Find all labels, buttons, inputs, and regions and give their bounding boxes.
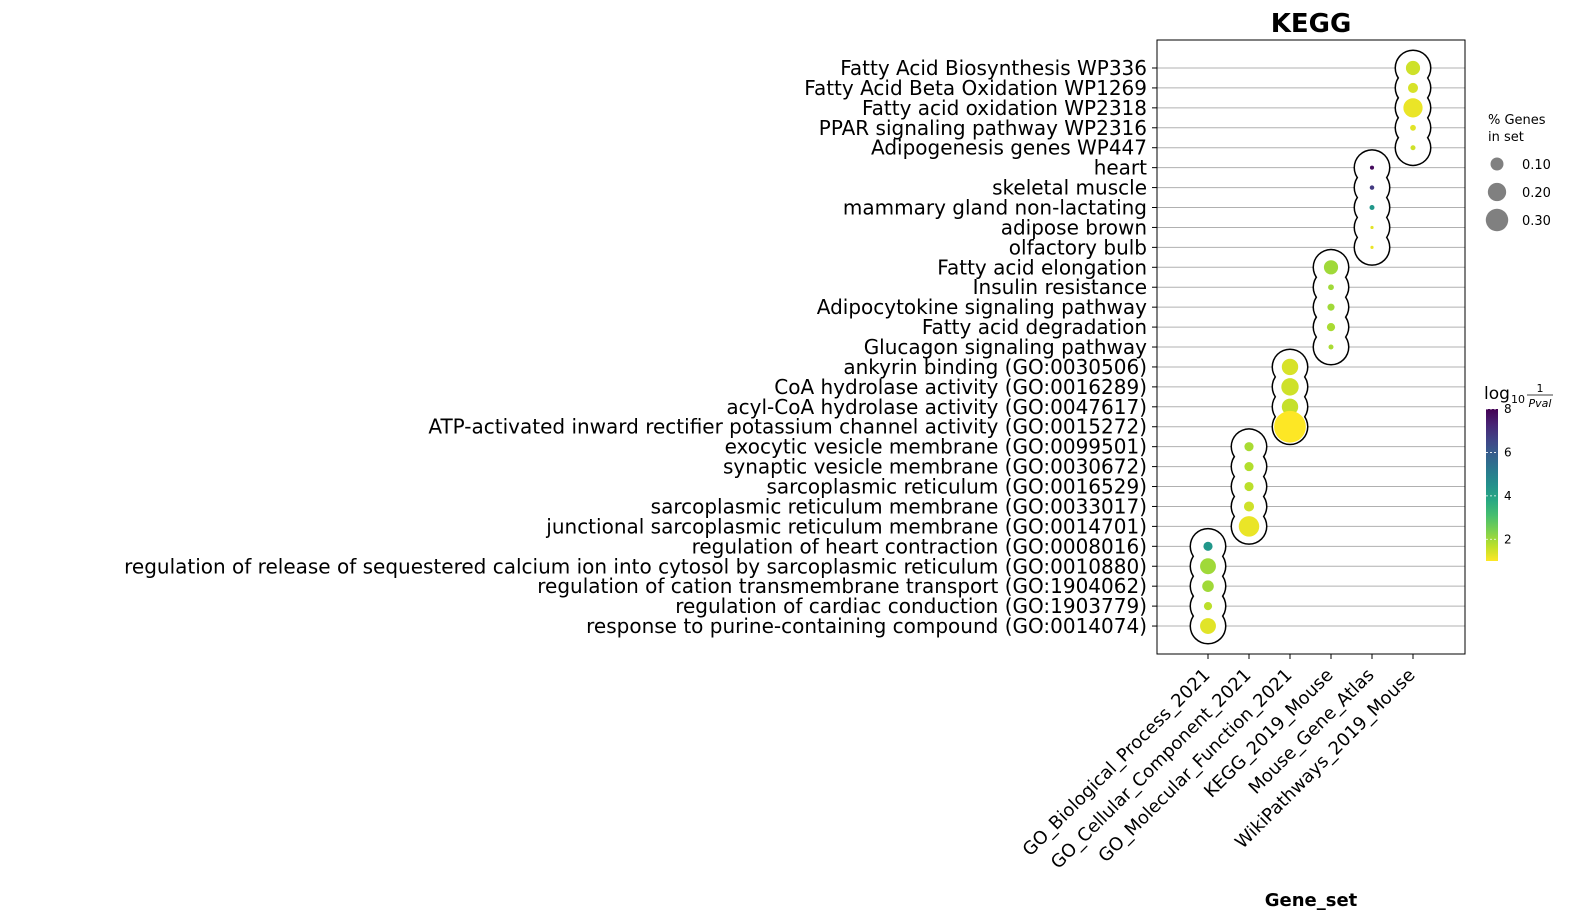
point-ankyrin-binding-go-0030506 [1281, 358, 1299, 376]
y-tick-label-regulation-of-heart-contraction-go-0008016: regulation of heart contraction (GO:0008… [692, 534, 1147, 558]
size-legend-title-line2: in set [1488, 130, 1524, 145]
size-legend-label: 0.30 [1522, 214, 1551, 229]
y-tick-label-acyl-coa-hydrolase-activity-go-0047617: acyl-CoA hydrolase activity (GO:0047617) [726, 395, 1147, 419]
colorbar-tick-label: 8 [1504, 402, 1512, 416]
point-exocytic-vesicle-membrane-go-0099501 [1244, 442, 1254, 452]
y-tick-label-adipose-brown: adipose brown [1001, 215, 1147, 239]
point-junctional-sarcoplasmic-reticulum-membrane-go-0014701 [1238, 516, 1260, 537]
point-sarcoplasmic-reticulum-membrane-go-0033017 [1243, 501, 1255, 512]
colorbar-ticks: 2 4 6 8 [1486, 402, 1512, 546]
y-tick-label-fatty-acid-oxidation-wp2318: Fatty acid oxidation WP2318 [862, 96, 1147, 120]
y-tick-label-olfactory-bulb: olfactory bulb [1009, 235, 1147, 259]
point-regulation-of-cation-transmembrane-transport-go-1904062 [1202, 580, 1214, 592]
x-tick-labels: GO_Biological_Process_2021GO_Cellular_Co… [1019, 654, 1420, 873]
chart-title: KEGG [1271, 9, 1352, 39]
y-tick-label-fatty-acid-biosynthesis-wp336: Fatty Acid Biosynthesis WP336 [840, 56, 1147, 80]
y-tick-label-ankyrin-binding-go-0030506: ankyrin binding (GO:0030506) [843, 355, 1147, 379]
grid-lines [1157, 67, 1465, 627]
x-axis-label: Gene_set [1265, 890, 1358, 911]
point-adipose-brown [1370, 225, 1374, 230]
y-tick-label-regulation-of-cation-transmembrane-transport-go-1904062: regulation of cation transmembrane trans… [537, 574, 1147, 598]
size-legend: % Genes in set 0.10 0.20 0.30 [1485, 113, 1551, 232]
size-legend-marker [1490, 157, 1504, 171]
size-legend-label: 0.10 [1522, 158, 1551, 173]
y-tick-label-sarcoplasmic-reticulum-go-0016529: sarcoplasmic reticulum (GO:0016529) [766, 475, 1147, 499]
point-fatty-acid-elongation [1323, 260, 1339, 275]
point-fatty-acid-beta-oxidation-wp1269 [1407, 82, 1419, 93]
size-legend-title: % Genes [1488, 113, 1546, 128]
point-skeletal-muscle [1369, 185, 1375, 190]
group-outline-mouse-gene-atlas [1353, 149, 1391, 266]
y-tick-label-adipogenesis-genes-wp447: Adipogenesis genes WP447 [871, 136, 1147, 160]
y-tick-label-regulation-of-release-of-sequestered-calcium-ion-into-cytosol-by-sarcoplasmic-reticulum-go-0010880: regulation of release of sequestered cal… [124, 554, 1147, 578]
colorbar-tick-label: 6 [1504, 445, 1512, 459]
y-tick-label-exocytic-vesicle-membrane-go-0099501: exocytic vesicle membrane (GO:0099501) [725, 435, 1147, 459]
point-olfactory-bulb [1370, 245, 1374, 249]
point-adipogenesis-genes-wp447 [1410, 145, 1416, 151]
point-regulation-of-cardiac-conduction-go-1903779 [1203, 602, 1213, 611]
size-legend-label: 0.20 [1522, 186, 1551, 201]
y-tick-label-mammary-gland-non-lactating: mammary gland non-lactating [843, 196, 1147, 220]
y-tick-label-fatty-acid-degradation: Fatty acid degradation [922, 315, 1147, 339]
y-tick-label-regulation-of-cardiac-conduction-go-1903779: regulation of cardiac conduction (GO:190… [675, 594, 1147, 618]
y-tick-label-junctional-sarcoplasmic-reticulum-membrane-go-0014701: junctional sarcoplasmic reticulum membra… [545, 514, 1147, 538]
point-synaptic-vesicle-membrane-go-0030672 [1244, 462, 1254, 472]
point-ppar-signaling-pathway-wp2316 [1410, 124, 1416, 131]
y-tick-label-adipocytokine-signaling-pathway: Adipocytokine signaling pathway [817, 295, 1147, 319]
y-tick-label-fatty-acid-beta-oxidation-wp1269: Fatty Acid Beta Oxidation WP1269 [804, 76, 1147, 100]
point-insulin-resistance [1328, 284, 1334, 291]
y-tick-label-glucagon-signaling-pathway: Glucagon signaling pathway [864, 335, 1147, 359]
colorbar-label-denominator: Pval [1529, 397, 1552, 410]
point-fatty-acid-degradation [1326, 322, 1336, 332]
point-heart [1369, 165, 1375, 170]
y-tick-label-insulin-resistance: Insulin resistance [973, 275, 1147, 299]
y-tick-label-fatty-acid-elongation: Fatty acid elongation [937, 255, 1147, 279]
point-sarcoplasmic-reticulum-go-0016529 [1244, 481, 1254, 492]
size-legend-marker [1485, 208, 1509, 232]
point-atp-activated-inward-rectifier-potassium-channel-activity-go-0015272 [1274, 410, 1306, 443]
y-tick-label-atp-activated-inward-rectifier-potassium-channel-activity-go-0015272: ATP-activated inward rectifier potassium… [428, 415, 1147, 439]
point-coa-hydrolase-activity-go-0016289 [1281, 378, 1299, 396]
y-tick-label-response-to-purine-containing-compound-go-0014074: response to purine-containing compound (… [586, 614, 1147, 638]
data-points [1200, 60, 1423, 634]
colorbar-tick-label: 4 [1504, 489, 1512, 503]
y-tick-label-coa-hydrolase-activity-go-0016289: CoA hydrolase activity (GO:0016289) [774, 375, 1147, 399]
colorbar-label-subscript: 10 [1511, 393, 1525, 406]
point-glucagon-signaling-pathway [1328, 344, 1334, 350]
colorbar-label: log [1484, 384, 1510, 404]
y-tick-label-skeletal-muscle: skeletal muscle [992, 176, 1147, 200]
point-response-to-purine-containing-compound-go-0014074 [1200, 618, 1216, 634]
colorbar-bar [1486, 409, 1498, 561]
point-mammary-gland-non-lactating [1369, 205, 1375, 211]
point-regulation-of-heart-contraction-go-0008016 [1203, 541, 1213, 551]
point-fatty-acid-biosynthesis-wp336 [1405, 60, 1421, 76]
colorbar-tick-label: 2 [1504, 532, 1512, 546]
point-regulation-of-release-of-sequestered-calcium-ion-into-cytosol-by-sarcoplasmic-reticulum-go-0010880 [1200, 558, 1216, 575]
y-tick-label-synaptic-vesicle-membrane-go-0030672: synaptic vesicle membrane (GO:0030672) [723, 455, 1147, 479]
colorbar-label-numerator: 1 [1537, 382, 1544, 395]
point-fatty-acid-oxidation-wp2318 [1403, 98, 1423, 118]
point-acyl-coa-hydrolase-activity-go-0047617 [1281, 398, 1299, 416]
size-legend-marker [1487, 182, 1507, 202]
y-tick-label-sarcoplasmic-reticulum-membrane-go-0033017: sarcoplasmic reticulum membrane (GO:0033… [651, 494, 1147, 518]
point-adipocytokine-signaling-pathway [1327, 303, 1335, 311]
colorbar: log 10 1 Pval 2 4 6 8 [1484, 382, 1553, 561]
y-tick-label-heart: heart [1094, 156, 1147, 180]
y-tick-label-ppar-signaling-pathway-wp2316: PPAR signaling pathway WP2316 [819, 116, 1147, 140]
